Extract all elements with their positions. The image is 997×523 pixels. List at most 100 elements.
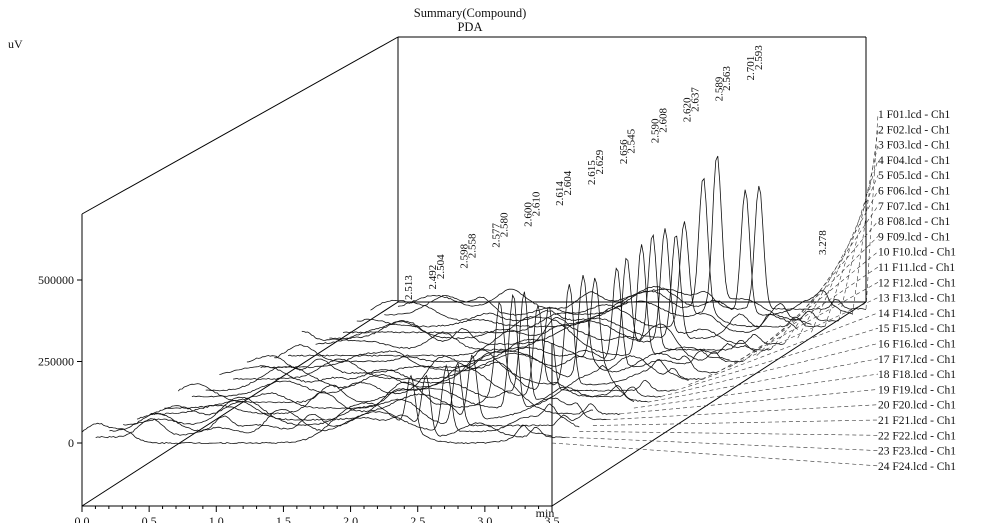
legend-leader [824,159,879,327]
chromatogram-traces [81,155,867,445]
legend-leader [756,236,879,356]
peak-label: 2.598 [459,243,471,268]
peak-label: 2.701 [745,56,757,81]
legend-leader [783,205,879,345]
trace-8 [301,233,771,351]
peak-label: 2.629 [594,149,606,174]
top-depth-edge [81,36,399,215]
legend-item: 24 F24.lcd - Ch1 [878,461,956,473]
peak-label: 2.604 [562,170,574,195]
trace-19 [150,301,621,415]
x-tick-label: 1.5 [276,514,291,523]
trace-10 [274,257,744,363]
peak-label: 2.580 [498,212,510,237]
legend-leader [606,404,879,420]
peak-label: 2.608 [658,107,670,132]
legend-item: 22 F22.lcd - Ch1 [878,430,956,442]
legend-item: 2 F02.lcd - Ch1 [878,124,950,136]
chart-subtitle: PDA [457,20,482,34]
y-axis-label: uV [8,37,23,51]
peak-label: 2.545 [626,128,638,153]
legend-leader [797,190,879,339]
legend-leader [620,389,879,415]
trace-9 [287,244,757,357]
legend-item: 4 F04.lcd - Ch1 [878,155,950,167]
peak-label: 2.637 [689,87,701,112]
legend-item: 15 F15.lcd - Ch1 [878,323,956,335]
legend-item: 7 F07.lcd - Ch1 [878,201,950,213]
trace-23 [95,374,566,439]
y-tick-label: 250000 [38,355,74,369]
legend-item: 1 F01.lcd - Ch1 [878,109,950,121]
legend-leader [811,175,879,333]
chart-title: Summary(Compound) [414,6,527,20]
x-axis-label: min [536,506,555,520]
legend-item: 3 F03.lcd - Ch1 [878,140,950,152]
peak-label: 2.589 [713,76,725,101]
legend-item: 10 F10.lcd - Ch1 [878,247,956,259]
axes: 0.0 0.5 1.0 1.5 2.0 2.5 3.0 3.5 0 250000 500000 [38,273,560,523]
trace-7 [315,228,785,345]
trace-20 [136,354,607,421]
peak-label: 2.590 [650,118,662,143]
legend-leader [661,343,879,397]
peak-label: 2.656 [618,139,630,164]
legend-leader [647,358,879,403]
trace-11 [260,267,730,369]
peak-label: 2.600 [522,202,534,227]
legend-leader [551,442,879,467]
legend-item: 9 F09.lcd - Ch1 [878,231,950,243]
peak-label: 2.558 [467,233,479,258]
peak-label: 2.615 [586,160,598,185]
trace-2 [384,189,853,316]
peak-label: 2.593 [753,45,765,70]
trace-3 [370,155,839,322]
x-tick-label: 2.0 [343,514,358,523]
trace-18 [164,293,635,410]
legend-item: 11 F11.lcd - Ch1 [878,262,955,274]
trace-24 [81,374,553,445]
trace-12 [246,277,716,374]
legend-leader [674,327,879,391]
x-tick-label: 3.5 [545,514,560,523]
trace-16 [191,305,662,398]
legend-item: 20 F20.lcd - Ch1 [878,400,956,412]
trace-21 [123,362,594,427]
legend: 1 F01.lcd - Ch1 2 F02.lcd - Ch1 3 F03.lcd … [878,109,956,473]
x-tick-label: 0.0 [75,514,90,523]
legend-item: 23 F23.lcd - Ch1 [878,446,956,458]
y-tick-label: 500000 [38,273,74,287]
peak-label: 2.563 [721,66,733,91]
legend-leader [592,419,879,426]
legend-item: 14 F14.lcd - Ch1 [878,308,956,320]
legend-leader [838,144,879,321]
legend-leader [633,373,879,409]
y-tick-label: 0 [68,436,74,450]
x-tick-label: 0.5 [142,514,157,523]
legend-leader [729,266,879,368]
peak-label: 2.504 [435,254,447,279]
peak-label: 2.610 [530,191,542,216]
legend-item: 6 F06.lcd - Ch1 [878,186,950,198]
legend-leader [688,312,879,386]
legend-leader [579,431,879,436]
peak-label: 2.620 [681,97,693,122]
legend-leader [742,251,879,362]
peak-label: 2.492 [427,265,439,290]
plot-frame-3d [81,36,867,507]
peak-label: 2.577 [491,222,503,247]
legend-leader-lines [551,113,879,467]
legend-item: 16 F16.lcd - Ch1 [878,339,956,351]
legend-leader [852,129,879,315]
trace-5 [342,221,812,334]
peak-label: 3.278 [817,230,829,255]
legend-item: 8 F08.lcd - Ch1 [878,216,950,228]
legend-item: 17 F17.lcd - Ch1 [878,354,956,366]
legend-leader [715,282,879,374]
legend-item: 19 F19.lcd - Ch1 [878,384,956,396]
trace-13 [233,275,703,381]
legend-leader [865,113,879,310]
legend-leader [702,297,879,380]
